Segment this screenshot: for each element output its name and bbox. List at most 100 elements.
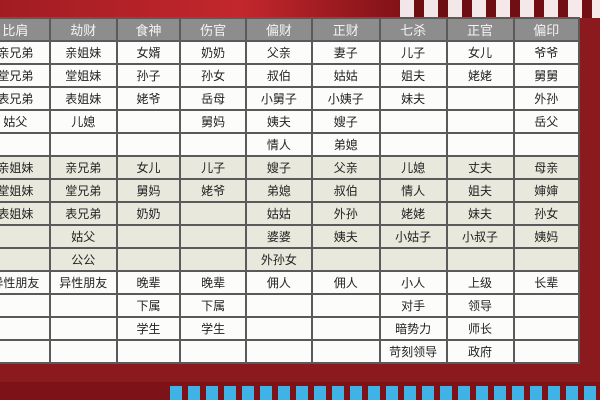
table-row: 表兄弟 表姐妹 姥爷 岳母 小舅子 小姨子 妹夫 外孙 [0,86,581,111]
table-cell: 长辈 [512,270,581,295]
table-cell: 舅妈 [179,109,247,134]
table-cell [512,339,581,364]
table-cell: 父亲 [310,155,381,180]
table-cell [445,109,515,134]
table-row: 亲姐妹 亲兄弟 女儿 儿子 嫂子 父亲 儿媳 丈夫 母亲 [0,155,581,180]
table-cell: 弟媳 [310,132,381,157]
table-cell [48,132,118,157]
checker-decoration-bottom [170,386,600,400]
table-cell: 公公 [48,247,118,272]
table-cell: 爷爷 [512,40,581,65]
table-cell [48,293,118,318]
table-cell: 女儿 [115,155,182,180]
table-cell: 姑姑 [310,63,381,88]
table-cell [512,293,581,318]
table-cell: 领导 [445,293,515,318]
table-cell: 堂姐妹 [0,178,51,203]
table-cell: 儿子 [378,40,448,65]
table-cell: 下属 [115,293,182,318]
table-cell [244,316,313,341]
table-cell: 姨夫 [244,109,313,134]
table-cell: 亲兄弟 [48,155,118,180]
table-cell: 孙女 [179,63,247,88]
table-cell: 姑姑 [244,201,313,226]
table-cell [445,86,515,111]
table-cell: 嫂子 [310,109,381,134]
table-cell: 舅舅 [512,63,581,88]
table-cell: 丈夫 [445,155,515,180]
table-cell: 父亲 [244,40,313,65]
table-cell: 堂兄弟 [48,178,118,203]
table-cell: 舅妈 [115,178,182,203]
table-cell: 学生 [179,316,247,341]
column-header: 伤官 [179,17,247,42]
header-row: 比肩 劫财 食神 伤官 偏财 正财 七杀 正官 偏印 [0,17,581,42]
table-row: 学生 学生 暗势力 师长 [0,316,581,341]
column-header: 劫财 [48,17,118,42]
table-cell: 亲姐妹 [48,40,118,65]
table-cell: 政府 [445,339,515,364]
table-cell: 婆婆 [244,224,313,249]
table-cell: 表兄弟 [48,201,118,226]
table-cell: 姐夫 [445,178,515,203]
table-cell: 暗势力 [378,316,448,341]
table-row: 姑父 儿媳 舅妈 姨夫 嫂子 岳父 [0,109,581,134]
table-cell: 儿子 [179,155,247,180]
table-cell [244,339,313,364]
table-cell: 表姐妹 [48,86,118,111]
table-cell: 儿媳 [48,109,118,134]
table-cell [0,293,51,318]
table-cell [378,109,448,134]
table-cell: 孙女 [512,201,581,226]
column-header: 食神 [115,17,182,42]
table-cell: 姥姥 [378,201,448,226]
table-cell: 小舅子 [244,86,313,111]
table-cell: 女婿 [115,40,182,65]
table-cell: 姑父 [0,109,51,134]
table-cell [179,201,247,226]
table-row: 堂姐妹 堂兄弟 舅妈 姥爷 弟媳 叔伯 情人 姐夫 婶婶 [0,178,581,203]
table-row: 情人 弟媳 [0,132,581,157]
table-cell [0,339,51,364]
table-cell [0,224,51,249]
table-cell: 亲兄弟 [0,40,51,65]
table-cell: 下属 [179,293,247,318]
column-header: 正官 [445,17,515,42]
table-cell [512,247,581,272]
column-header: 比肩 [0,17,51,42]
table-cell: 上级 [445,270,515,295]
table-cell: 奶奶 [179,40,247,65]
table-cell: 姥姥 [445,63,515,88]
table-cell: 叔伯 [244,63,313,88]
table-row: 姑父 婆婆 姨夫 小姑子 小叔子 姨妈 [0,224,581,249]
column-header: 正财 [310,17,381,42]
table-cell [179,132,247,157]
table-cell: 异性朋友 [0,270,51,295]
table-cell [244,293,313,318]
table-cell: 小叔子 [445,224,515,249]
table-cell: 姨夫 [310,224,381,249]
table-cell: 表姐妹 [0,201,51,226]
table-cell: 佣人 [310,270,381,295]
table-cell: 堂姐妹 [48,63,118,88]
table-row: 表姐妹 表兄弟 奶奶 姑姑 外孙 姥姥 妹夫 孙女 [0,201,581,226]
table-cell: 情人 [378,178,448,203]
table-cell: 对手 [378,293,448,318]
table-row: 公公 外孙女 [0,247,581,272]
table-cell: 外孙女 [244,247,313,272]
table-cell: 姑父 [48,224,118,249]
table-cell [310,316,381,341]
table-cell [115,109,182,134]
table-cell: 儿媳 [378,155,448,180]
table-cell: 妻子 [310,40,381,65]
column-header: 偏财 [244,17,313,42]
ten-gods-relation-table: 比肩 劫财 食神 伤官 偏财 正财 七杀 正官 偏印 亲兄弟 亲姐妹 女婿 奶奶 父亲 妻子 儿子 女儿 爷爷堂… [0,17,581,364]
table-cell: 妹夫 [378,86,448,111]
table-row: 异性朋友异性朋友晚辈晚辈佣人佣人小人上级长辈 [0,270,581,295]
table-cell: 学生 [115,316,182,341]
table-cell: 姥爷 [115,86,182,111]
table-cell: 弟媳 [244,178,313,203]
table-cell [512,316,581,341]
table-cell [48,316,118,341]
table-cell: 岳母 [179,86,247,111]
